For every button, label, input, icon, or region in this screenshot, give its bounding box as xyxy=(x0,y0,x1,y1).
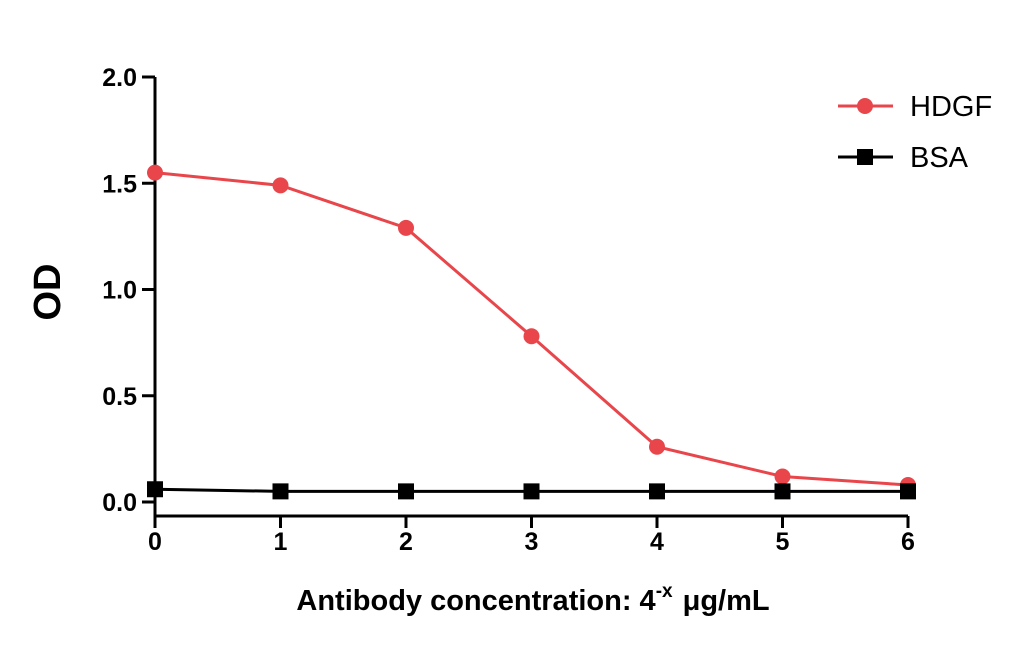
y-tick-label: 0.5 xyxy=(102,383,137,411)
series-bsa xyxy=(147,481,916,500)
data-point-bsa xyxy=(649,483,665,500)
y-axis-title: OD xyxy=(27,264,69,321)
data-point-hdgf xyxy=(774,468,791,485)
legend: HDGF BSA xyxy=(838,91,992,174)
series-hdgf xyxy=(147,164,916,493)
x-axis-title-superscript: -x xyxy=(656,581,673,602)
legend-label-bsa: BSA xyxy=(910,142,969,174)
data-point-bsa xyxy=(272,483,289,500)
y-tick-label: 1.0 xyxy=(102,277,137,305)
data-point-hdgf xyxy=(649,438,665,455)
y-tick-label: 0.0 xyxy=(102,489,137,517)
y-tick-label: 1.5 xyxy=(102,170,137,198)
legend-marker-bsa xyxy=(857,149,873,165)
legend-marker-hdgf xyxy=(857,98,873,114)
legend-label-hdgf: HDGF xyxy=(910,91,992,123)
x-axis-title: Antibody concentration: 4-x μg/mL xyxy=(296,581,769,617)
series-layer xyxy=(147,164,916,500)
data-point-bsa xyxy=(147,481,163,498)
x-tick-label: 0 xyxy=(148,528,162,556)
data-point-hdgf xyxy=(147,164,163,181)
x-axis-title-unit: μg/mL xyxy=(683,585,770,617)
data-point-bsa xyxy=(774,483,791,500)
x-tick-label: 2 xyxy=(399,528,413,556)
x-tick-label: 4 xyxy=(650,528,664,556)
data-point-hdgf xyxy=(398,219,414,236)
data-point-hdgf xyxy=(523,328,540,345)
x-tick-label: 6 xyxy=(901,528,915,556)
data-point-bsa xyxy=(398,483,414,500)
x-tick-label: 3 xyxy=(525,528,539,556)
axes: 0.0 0.5 1.0 1.5 2.0 0 1 2 3 4 5 6 xyxy=(102,64,915,556)
x-tick-label: 5 xyxy=(776,528,790,556)
data-point-hdgf xyxy=(272,177,289,194)
data-point-bsa xyxy=(900,483,916,500)
y-tick-label: 2.0 xyxy=(102,64,137,92)
x-tick-label: 1 xyxy=(274,528,288,556)
x-axis-title-main: Antibody concentration: 4 xyxy=(296,585,655,617)
data-point-bsa xyxy=(523,483,540,500)
